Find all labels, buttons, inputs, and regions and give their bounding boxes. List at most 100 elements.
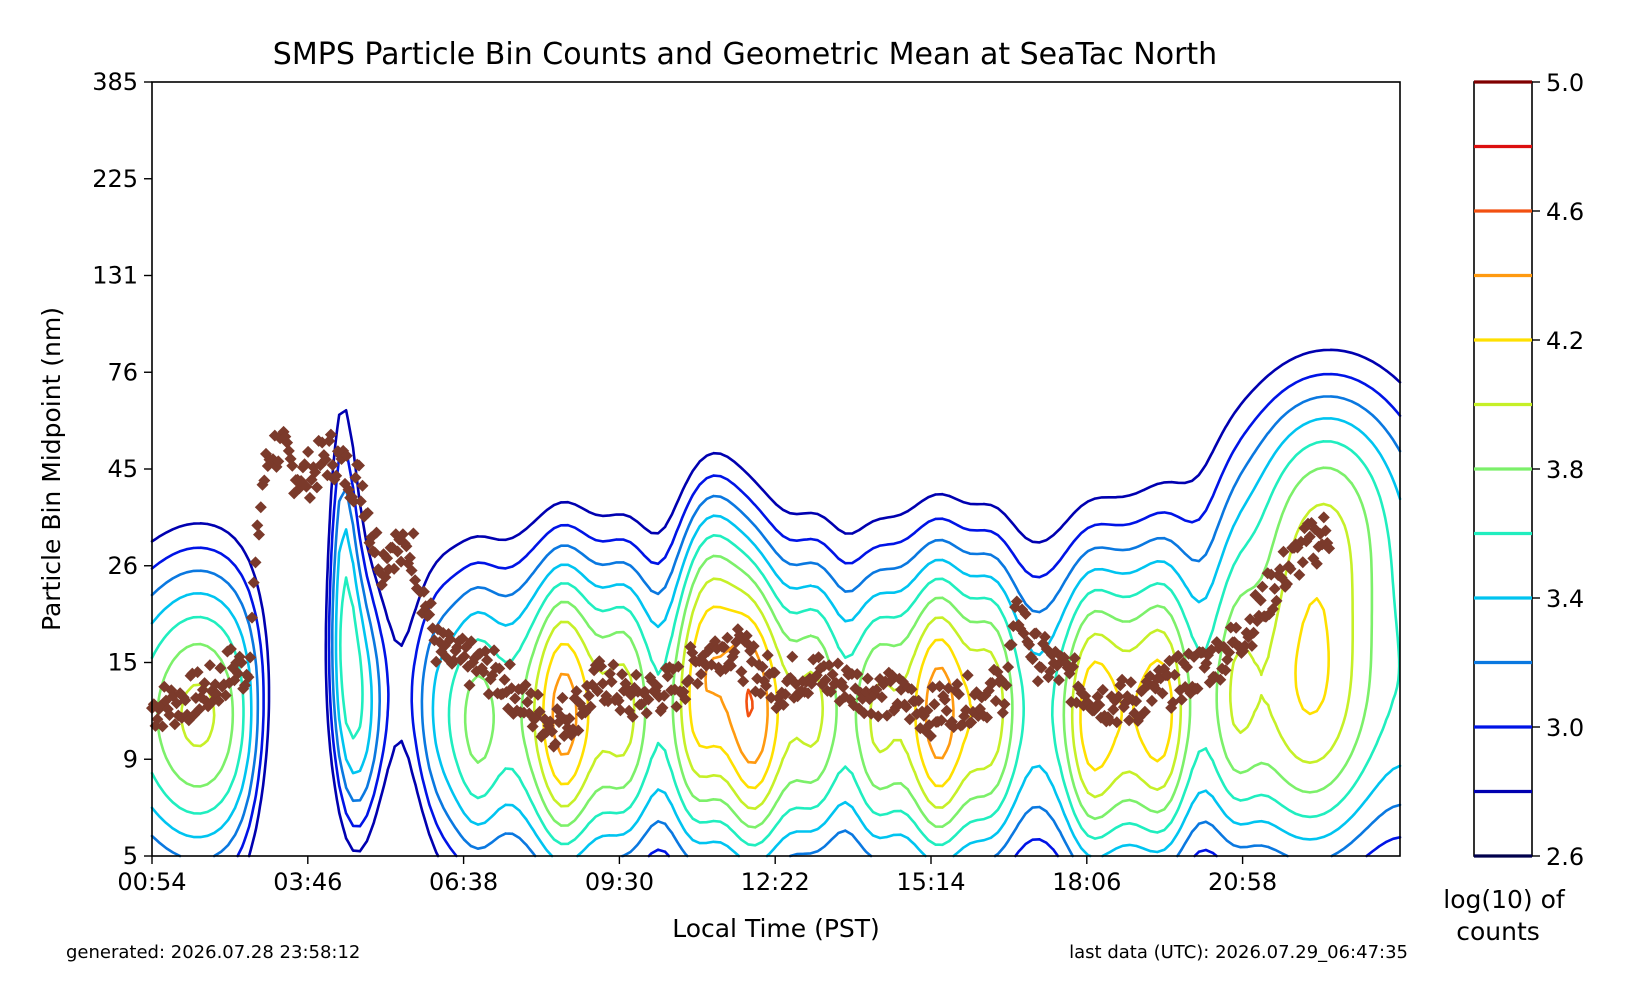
- geometric-mean-point: [361, 507, 374, 519]
- geometric-mean-point: [1268, 582, 1281, 595]
- geometric-mean-point: [198, 677, 211, 690]
- geometric-mean-point: [754, 687, 767, 700]
- geometric-mean-point: [326, 459, 339, 471]
- geometric-mean-point: [424, 597, 437, 610]
- geometric-mean-point: [672, 660, 685, 673]
- geometric-mean-point: [1091, 690, 1104, 703]
- geometric-mean-point: [1200, 657, 1213, 670]
- geometric-mean-point: [786, 650, 799, 663]
- geometric-mean-point: [405, 564, 418, 577]
- geometric-mean-point: [302, 445, 315, 458]
- geometric-mean-point: [1310, 557, 1323, 570]
- geometric-mean-point: [1247, 626, 1260, 639]
- geometric-mean-point: [612, 694, 625, 707]
- geometric-mean-point: [717, 641, 730, 654]
- geometric-mean-point: [347, 495, 360, 508]
- geometric-mean-point: [1284, 562, 1297, 575]
- geometric-mean-point: [498, 673, 511, 686]
- geometric-mean-point: [616, 668, 629, 681]
- geometric-mean-point: [353, 459, 365, 472]
- geometric-mean-point: [724, 659, 737, 672]
- geometric-mean-point: [768, 666, 781, 679]
- geometric-mean-point: [423, 608, 436, 621]
- geometric-mean-point: [1181, 661, 1193, 674]
- geometric-mean-point: [1123, 714, 1136, 727]
- geometric-mean-point: [872, 710, 885, 723]
- geometric-mean-point: [642, 693, 655, 706]
- geometric-mean-point: [503, 658, 516, 671]
- geometric-mean-point: [556, 691, 569, 704]
- geometric-mean-point: [607, 658, 620, 671]
- geometric-mean-point: [1145, 694, 1158, 707]
- geometric-mean-point: [998, 698, 1011, 711]
- geometric-mean-point: [244, 651, 257, 664]
- geometric-mean-point: [249, 556, 262, 569]
- geometric-mean-point: [1323, 542, 1336, 555]
- colorbar-label-line2: counts: [1456, 917, 1540, 946]
- colorbar-tick-label: 4.2: [1546, 327, 1584, 355]
- geometric-mean-point: [740, 629, 753, 642]
- geometric-mean-point: [900, 701, 913, 713]
- geometric-mean-point: [156, 720, 169, 733]
- geometric-mean-point: [477, 666, 490, 678]
- geometric-mean-point: [533, 705, 546, 718]
- geometric-mean-point: [1265, 568, 1278, 581]
- geometric-mean-point: [310, 481, 323, 494]
- geometric-mean-point: [309, 466, 322, 479]
- geometric-mean-point: [521, 696, 534, 709]
- geometric-mean-point: [691, 677, 704, 690]
- geometric-mean-point: [1116, 673, 1129, 686]
- geometric-mean-point: [661, 670, 674, 683]
- geometric-mean-point: [324, 428, 337, 441]
- geometric-mean-point: [640, 707, 653, 720]
- y-axis-label: Particle Bin Midpoint (nm): [37, 307, 66, 631]
- geometric-mean-point: [679, 693, 692, 706]
- geometric-mean-point: [905, 683, 918, 696]
- geometric-mean-point: [282, 444, 295, 457]
- geometric-mean-point: [488, 644, 501, 657]
- geometric-mean-point: [168, 718, 181, 731]
- geometric-mean-point: [1223, 646, 1236, 659]
- geometric-mean-point: [1107, 703, 1120, 716]
- geometric-mean-point: [1172, 649, 1185, 662]
- geometric-mean-point: [596, 677, 609, 690]
- geometric-mean-point: [851, 668, 864, 681]
- x-tick-label: 06:38: [429, 868, 498, 896]
- geometric-mean-point: [179, 694, 192, 707]
- geometric-mean-point: [656, 701, 669, 714]
- contour-level-3-2: [150, 395, 1402, 858]
- geometric-mean-point: [356, 479, 369, 492]
- geometric-mean-point: [1296, 556, 1309, 569]
- geometric-mean-point: [695, 668, 708, 681]
- geometric-mean-point: [760, 679, 772, 692]
- geometric-mean-point: [928, 698, 941, 711]
- geometric-mean-point: [938, 693, 951, 706]
- geometric-mean-point: [903, 713, 916, 726]
- geometric-mean-point: [996, 706, 1009, 719]
- geometric-mean-point: [1031, 675, 1044, 688]
- geometric-mean-point: [1219, 664, 1232, 677]
- y-tick-label: 5: [123, 842, 138, 870]
- geometric-mean-point: [924, 730, 937, 742]
- y-tick-label: 131: [92, 262, 138, 290]
- geometric-mean-point: [482, 688, 495, 700]
- geometric-mean-point: [430, 655, 443, 668]
- geometric-mean-point: [254, 501, 267, 514]
- geometric-mean-point: [1067, 660, 1079, 673]
- geometric-mean-point: [458, 650, 471, 663]
- geometric-mean-point: [728, 646, 741, 659]
- geometric-mean-point: [300, 480, 313, 493]
- x-tick-label: 15:14: [896, 868, 965, 896]
- geometric-mean-point: [235, 656, 248, 669]
- geometric-mean-point: [1175, 693, 1188, 706]
- x-axis: 00:54 03:46 06:38 09:30 12:22 15:14 18:06 20:58: [117, 856, 1277, 896]
- geometric-mean-point: [1014, 622, 1027, 635]
- geometric-mean-point: [1068, 652, 1081, 665]
- x-tick-label: 12:22: [741, 868, 810, 896]
- last-data-timestamp: last data (UTC): 2026.07.29_06:47:35: [1069, 942, 1408, 963]
- geometric-mean-point: [219, 689, 232, 702]
- geometric-mean-point: [1110, 716, 1123, 729]
- geometric-mean-point: [1093, 699, 1106, 711]
- y-tick-label: 15: [107, 649, 138, 677]
